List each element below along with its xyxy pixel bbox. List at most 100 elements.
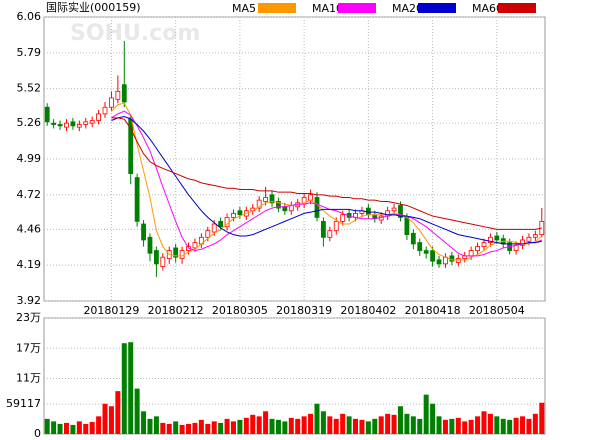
volume-bar [301, 416, 307, 434]
candle-body [115, 90, 121, 100]
volume-bar [44, 418, 50, 434]
volume-bar [423, 394, 429, 434]
volume-bar [385, 413, 391, 434]
volume-bar [51, 421, 57, 434]
volume-bar [96, 416, 102, 434]
candle-body [417, 242, 423, 251]
volume-bar [462, 421, 468, 434]
candle-body [83, 121, 89, 125]
candle-body [468, 250, 474, 257]
candle-body [256, 199, 262, 209]
volume-bar [410, 416, 416, 434]
y-tick-label: 4.46 [17, 222, 42, 235]
volume-bar [147, 418, 153, 434]
volume-bar [198, 419, 204, 434]
candle-body [134, 177, 140, 222]
volume-bar [115, 391, 121, 434]
volume-bar [507, 419, 513, 434]
volume-bar [494, 416, 500, 434]
candle-body [237, 210, 243, 216]
volume-bar [108, 406, 114, 434]
candle-body [520, 239, 525, 246]
volume-bar [224, 418, 230, 434]
volume-bar [539, 402, 545, 434]
legend-label: MA60 [472, 2, 503, 15]
candle-body [147, 236, 153, 254]
volume-bar [218, 422, 224, 434]
volume-bar [153, 416, 159, 434]
volume-bar [243, 417, 249, 434]
volume-bar [520, 416, 526, 434]
volume-bar [141, 411, 147, 434]
volume-bar [186, 423, 192, 434]
volume-bar [237, 419, 243, 434]
x-tick-label: 20180212 [148, 304, 204, 317]
candle-body [102, 106, 108, 115]
volume-bar [295, 418, 301, 434]
candle-body [205, 230, 211, 238]
volume-bar [250, 414, 256, 434]
volume-bar [365, 421, 371, 434]
volume-bar [179, 424, 185, 434]
volume-bar [314, 403, 320, 434]
ma-line [111, 116, 542, 245]
candle-body [76, 124, 82, 128]
candle-body [475, 246, 480, 251]
volume-bar [442, 419, 448, 434]
candle-body [410, 232, 416, 245]
y-tick-label: 5.26 [17, 116, 42, 129]
volume-bar [57, 423, 63, 434]
chart-title: 国际实业(000159) [46, 0, 141, 14]
ma-line [111, 117, 542, 230]
volume-bar [372, 418, 378, 434]
y-tick-label: 5.79 [17, 46, 42, 59]
candle-body [121, 84, 127, 103]
volume-bar [417, 418, 423, 434]
candle-body [231, 213, 236, 218]
volume-bar [160, 422, 166, 434]
volume-bar [76, 421, 82, 434]
volume-bar [327, 416, 333, 434]
volume-bar [359, 419, 365, 434]
volume-bar [391, 414, 397, 434]
volume-bar [89, 421, 95, 434]
candle-body [128, 117, 134, 174]
y-tick-label: 4.72 [17, 188, 42, 201]
candle-body [160, 256, 166, 267]
y-tick-label: 4.19 [17, 258, 42, 271]
legend-label: MA5 [232, 2, 256, 15]
volume-bar [397, 406, 403, 434]
y-tick-label: 0 [34, 427, 41, 440]
volume-bar [404, 413, 410, 434]
candle-body [314, 197, 320, 218]
candle-body [44, 106, 50, 123]
y-tick-label: 4.99 [17, 152, 42, 165]
volume-bar [436, 416, 442, 434]
volume-bar [500, 418, 506, 434]
volume-bar [166, 423, 172, 434]
volume-bar [128, 342, 134, 434]
x-tick-label: 20180305 [212, 304, 268, 317]
volume-bar [102, 403, 108, 434]
legend-swatch [498, 3, 536, 13]
volume-bar [449, 418, 455, 434]
volume-bar [455, 417, 461, 434]
candle-body [327, 230, 333, 238]
candle-body [64, 122, 69, 128]
candle-body [109, 97, 114, 108]
candle-body [276, 201, 281, 209]
candle-body [308, 194, 313, 201]
volume-bar [340, 413, 346, 434]
legend-label: MA20 [392, 2, 423, 15]
x-tick-label: 20180319 [276, 304, 332, 317]
volume-bar [263, 411, 269, 434]
volume-bar [320, 411, 326, 434]
volume-bar [378, 416, 384, 434]
y-tick-label: 11万 [16, 372, 41, 385]
candle-body [333, 220, 339, 232]
volume-bar [211, 421, 217, 434]
candle-body [57, 124, 63, 127]
volume-bar [205, 423, 211, 434]
candle-body [263, 197, 268, 202]
legend-swatch [338, 3, 376, 13]
